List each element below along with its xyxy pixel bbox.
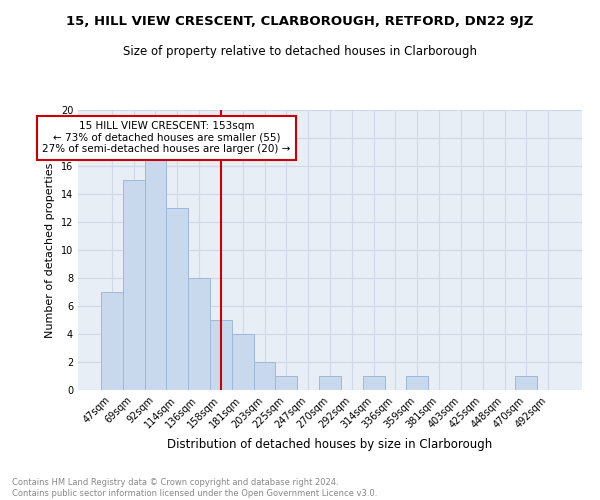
X-axis label: Distribution of detached houses by size in Clarborough: Distribution of detached houses by size … (167, 438, 493, 451)
Bar (123, 180, 145, 390)
Bar (319, 376, 341, 390)
Bar (101, 292, 123, 390)
Bar (363, 376, 385, 390)
Bar (188, 278, 210, 390)
Text: 15 HILL VIEW CRESCENT: 153sqm
← 73% of detached houses are smaller (55)
27% of s: 15 HILL VIEW CRESCENT: 153sqm ← 73% of d… (42, 121, 290, 154)
Bar (232, 334, 254, 390)
Bar (210, 320, 232, 390)
Bar (275, 376, 297, 390)
Text: 15, HILL VIEW CRESCENT, CLARBOROUGH, RETFORD, DN22 9JZ: 15, HILL VIEW CRESCENT, CLARBOROUGH, RET… (67, 15, 533, 28)
Bar (254, 362, 275, 390)
Text: Contains HM Land Registry data © Crown copyright and database right 2024.
Contai: Contains HM Land Registry data © Crown c… (12, 478, 377, 498)
Y-axis label: Number of detached properties: Number of detached properties (45, 162, 55, 338)
Text: Size of property relative to detached houses in Clarborough: Size of property relative to detached ho… (123, 45, 477, 58)
Bar (166, 208, 188, 390)
Bar (406, 376, 428, 390)
Bar (515, 376, 537, 390)
Bar (145, 152, 166, 390)
